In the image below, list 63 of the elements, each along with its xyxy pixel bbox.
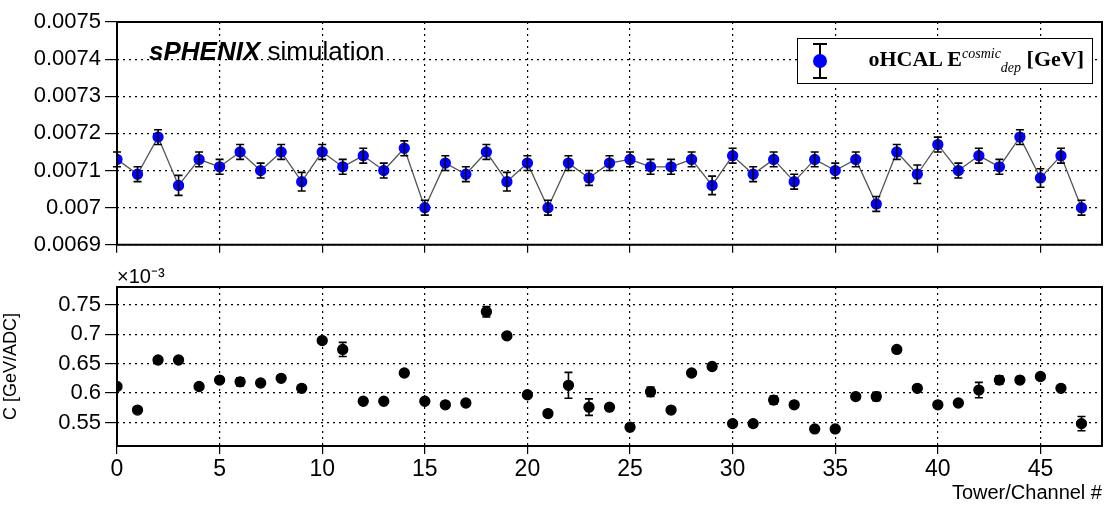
y-tick-label: 0.0074 [33, 45, 101, 71]
point [296, 382, 308, 394]
x-tick-label: 40 [925, 455, 951, 482]
point [1055, 382, 1067, 394]
y-tick-label: 0.0075 [33, 8, 101, 34]
point [501, 330, 513, 342]
y-tick-label: 0.0073 [33, 82, 101, 108]
y-tick-label: 0.7 [70, 320, 101, 346]
y-tick-label: 0.55 [58, 408, 101, 434]
point [316, 334, 328, 347]
point [172, 354, 185, 366]
y-tick-label: 0.007 [45, 193, 101, 219]
point [665, 404, 677, 416]
point [911, 382, 923, 394]
point [932, 399, 944, 411]
point [809, 423, 821, 435]
point [685, 367, 698, 379]
y-tick-label: 0.0071 [33, 156, 101, 182]
point [131, 404, 144, 416]
point [603, 401, 616, 413]
point [952, 397, 964, 409]
point [439, 399, 451, 411]
y-tick-label: 0.6 [70, 379, 101, 405]
x-tick-label: 15 [412, 455, 438, 482]
point [152, 354, 164, 366]
y-tick-label: 0.65 [58, 349, 101, 375]
point [398, 367, 410, 379]
point [788, 399, 800, 411]
y-tick-label: 0.0072 [33, 119, 101, 145]
point [726, 417, 739, 430]
point [357, 395, 369, 407]
point [275, 372, 287, 384]
point [419, 395, 431, 407]
y-tick-label: 0.75 [58, 290, 101, 316]
x-tick-label: 25 [617, 455, 643, 482]
point [624, 421, 636, 433]
point [521, 389, 534, 401]
point [213, 374, 226, 386]
x-tick-label: 5 [213, 455, 226, 482]
x-tick-label: 45 [1027, 455, 1054, 482]
point [460, 397, 472, 409]
point [378, 395, 390, 407]
point [891, 343, 903, 356]
y-axis-title: C [GeV/ADC] [0, 312, 20, 421]
x-axis-title: Tower/Channel # [951, 480, 1103, 503]
annotation: sPHENIX simulation [149, 36, 385, 66]
point [706, 360, 718, 373]
point [747, 417, 759, 430]
point [193, 380, 205, 393]
x-tick-label: 0 [110, 455, 124, 482]
point [850, 390, 862, 403]
x-tick-label: 10 [309, 455, 336, 482]
legend-label: oHCAL E$^{cosmic}$$_{dep}$ [GeV] [868, 46, 1084, 76]
x-tick-label: 30 [719, 455, 746, 482]
point [1034, 370, 1047, 383]
x-tick-label: 20 [514, 455, 541, 482]
point [542, 407, 554, 420]
point [829, 423, 841, 435]
y-tick-label: 0.0069 [33, 230, 101, 256]
point [1014, 374, 1026, 386]
point [255, 377, 267, 389]
text: ×10⁻³ [117, 265, 165, 287]
x-tick-label: 35 [822, 455, 849, 482]
